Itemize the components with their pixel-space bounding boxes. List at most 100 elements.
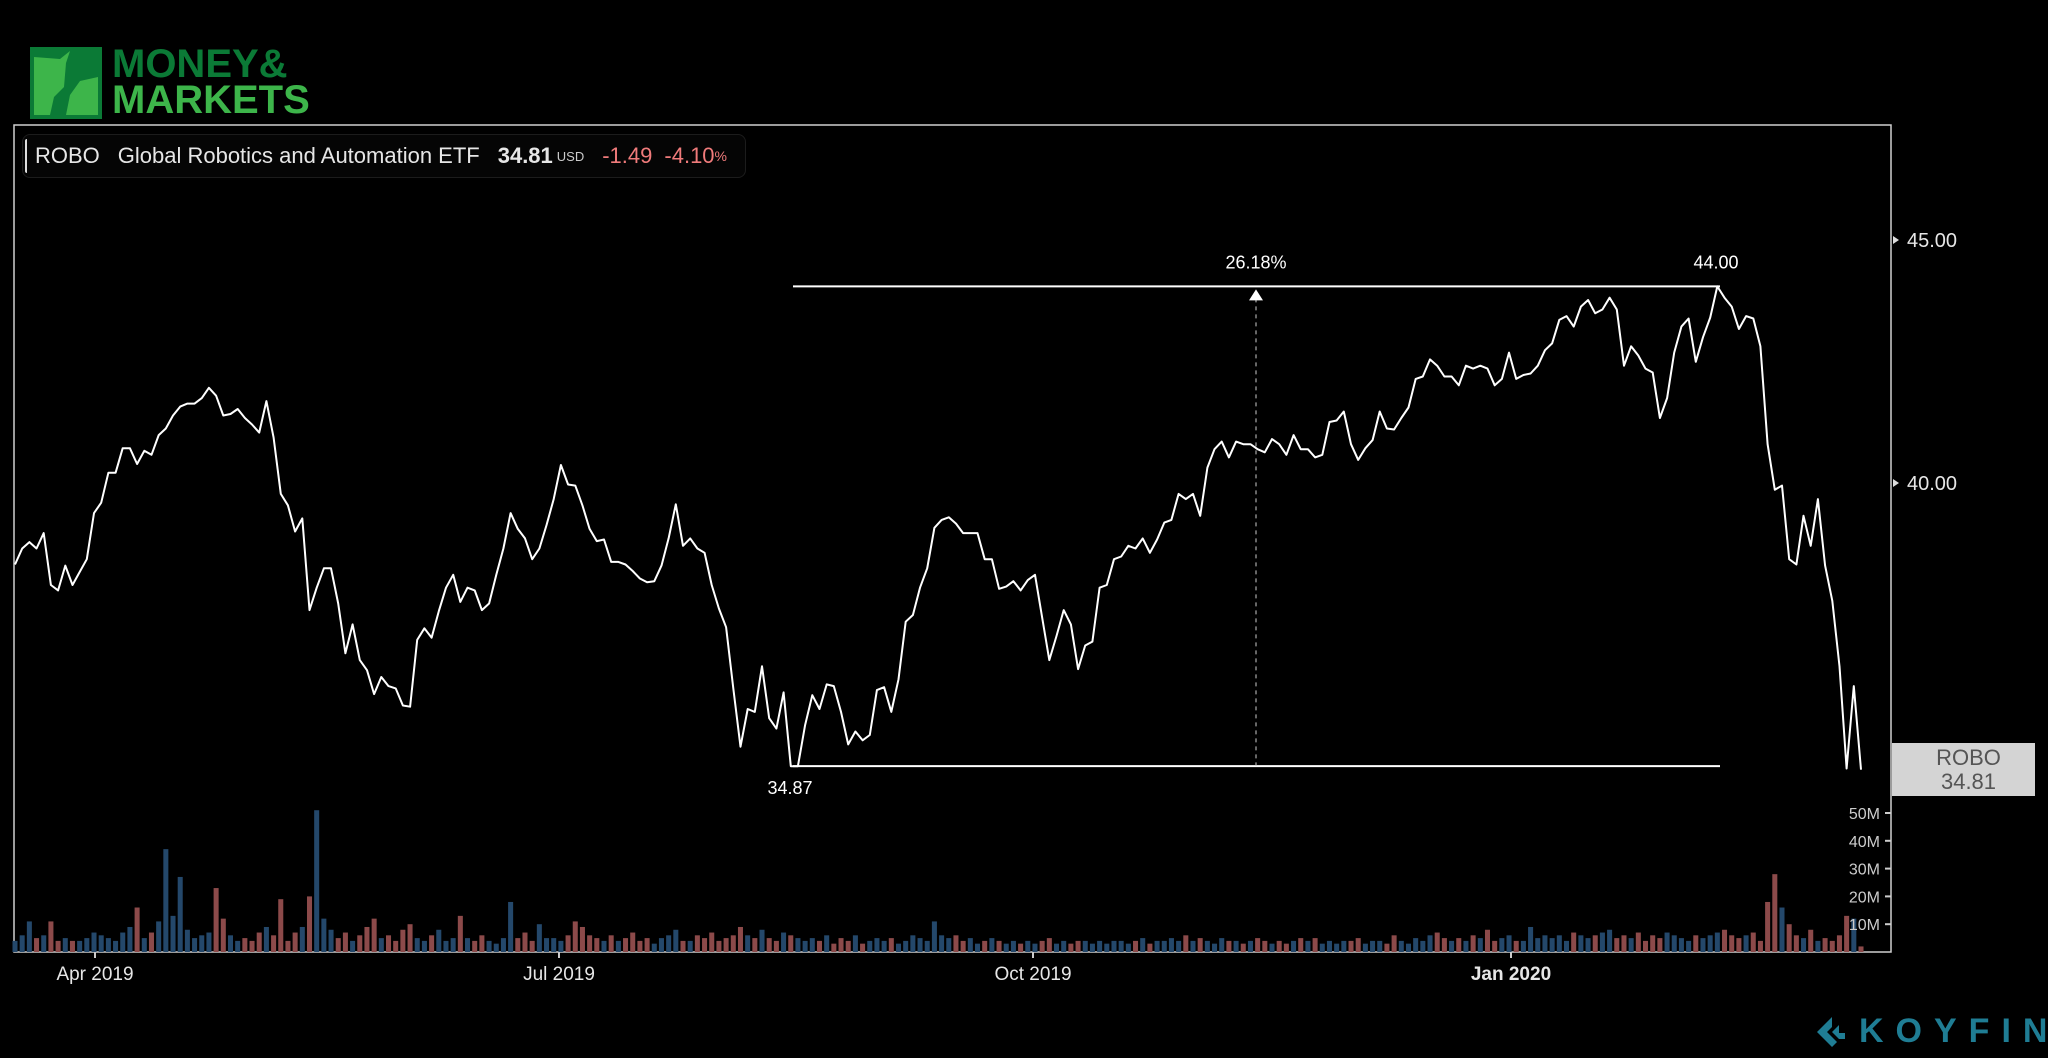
volume-bar [192,938,198,952]
volume-bar [601,940,607,952]
volume-bar [673,929,679,952]
volume-bar [199,935,205,952]
volume-bar [1477,938,1483,952]
date-tick-label: Oct 2019 [994,964,1071,985]
volume-bar [1844,915,1850,952]
volume-bar [1621,935,1627,952]
volume-bar [1118,940,1124,952]
volume-bar [371,918,377,952]
volume-bar [457,915,463,952]
volume-bar [271,935,277,952]
volume-bar [69,940,75,952]
volume-bar [1592,935,1598,952]
volume-bar [55,940,61,952]
volume-bar [443,940,449,952]
volume-bar [493,943,499,952]
volume-bar [1693,935,1699,952]
money-and-markets-logo: MONEY& MARKETS [30,24,320,120]
volume-bar [687,940,693,952]
volume-bars [12,810,1864,952]
volume-bar [644,938,650,952]
volume-bar [1111,940,1117,952]
volume-bar [206,932,212,952]
percent-sign: % [714,148,727,164]
volume-bar [1492,940,1498,952]
volume-bar [1427,935,1433,952]
volume-bar [1233,940,1239,952]
volume-bar [1161,940,1167,952]
date-tick-label: Jan 2020 [1471,964,1551,985]
volume-bar [1326,940,1332,952]
volume-bar [1484,929,1491,952]
volume-bar [1707,935,1713,952]
volume-bar [1089,943,1095,952]
volume-bar [1499,938,1505,952]
volume-bar [1829,940,1835,952]
volume-bar [1039,940,1045,952]
volume-bar [831,943,837,952]
volume-bar [1370,940,1376,952]
volume-bar [421,940,427,952]
volume-bar [702,938,708,952]
volume-bar [1068,943,1074,952]
volume-bar [1097,940,1103,952]
koyfin-chevron-icon [1817,1016,1845,1047]
volume-axis: 50M 40M 30M 20M 10M [1849,806,1891,934]
volume-bar [1607,929,1613,952]
volume-bar [1729,935,1735,952]
volume-bar [967,938,973,952]
volume-bar [773,940,779,952]
volume-bar [414,938,420,952]
volume-bar [1212,943,1218,952]
volume-bar [12,940,18,952]
volume-bar [1298,938,1304,952]
volume-bar [486,940,492,952]
volume-bar [1441,938,1447,952]
volume-bar [558,940,564,952]
volume-bar [48,921,54,952]
volume-bar [1772,874,1778,952]
volume-bar [1535,938,1541,952]
volume-bar [508,901,514,952]
volume-bar [1578,935,1584,952]
volume-bar [824,935,830,952]
volume-bar [1054,943,1060,952]
volume-bar [1204,940,1210,952]
volume-bar [120,932,126,952]
volume-bar [1434,932,1440,952]
volume-bar [752,938,758,952]
volume-bar [1046,938,1052,952]
volume-bar [1348,940,1354,952]
volume-bar [213,888,219,952]
volume-bar [860,943,866,952]
logo-text-money: MONEY& [112,42,288,86]
volume-bar [637,940,643,952]
date-tick-label: Jul 2019 [523,964,595,985]
volume-bar [1678,938,1684,952]
volume-bar [694,935,700,952]
volume-bar [1391,935,1397,952]
volume-bar [1154,940,1160,952]
volume-bar [917,938,923,952]
arrow-up-icon [1249,289,1263,301]
volume-bar [1355,938,1361,952]
volume-bar [263,926,269,952]
volume-bar [1003,943,1009,952]
volume-bar [1456,938,1462,952]
volume-bar [1563,940,1570,952]
volume-bar [1506,935,1512,952]
volume-bar [1801,938,1807,952]
quote-header[interactable]: ROBO Global Robotics and Automation ETF … [22,134,746,178]
volume-bar [924,940,930,952]
volume-bar [544,938,550,952]
high-label: 44.00 [1693,252,1738,272]
volume-bar [1219,938,1225,952]
volume-bar [163,849,169,952]
volume-bar [1836,935,1842,952]
volume-bar [1104,943,1110,952]
volume-bar [1262,940,1268,952]
volume-bar [500,938,506,952]
volume-bar [608,935,614,952]
volume-bar [1513,940,1519,952]
